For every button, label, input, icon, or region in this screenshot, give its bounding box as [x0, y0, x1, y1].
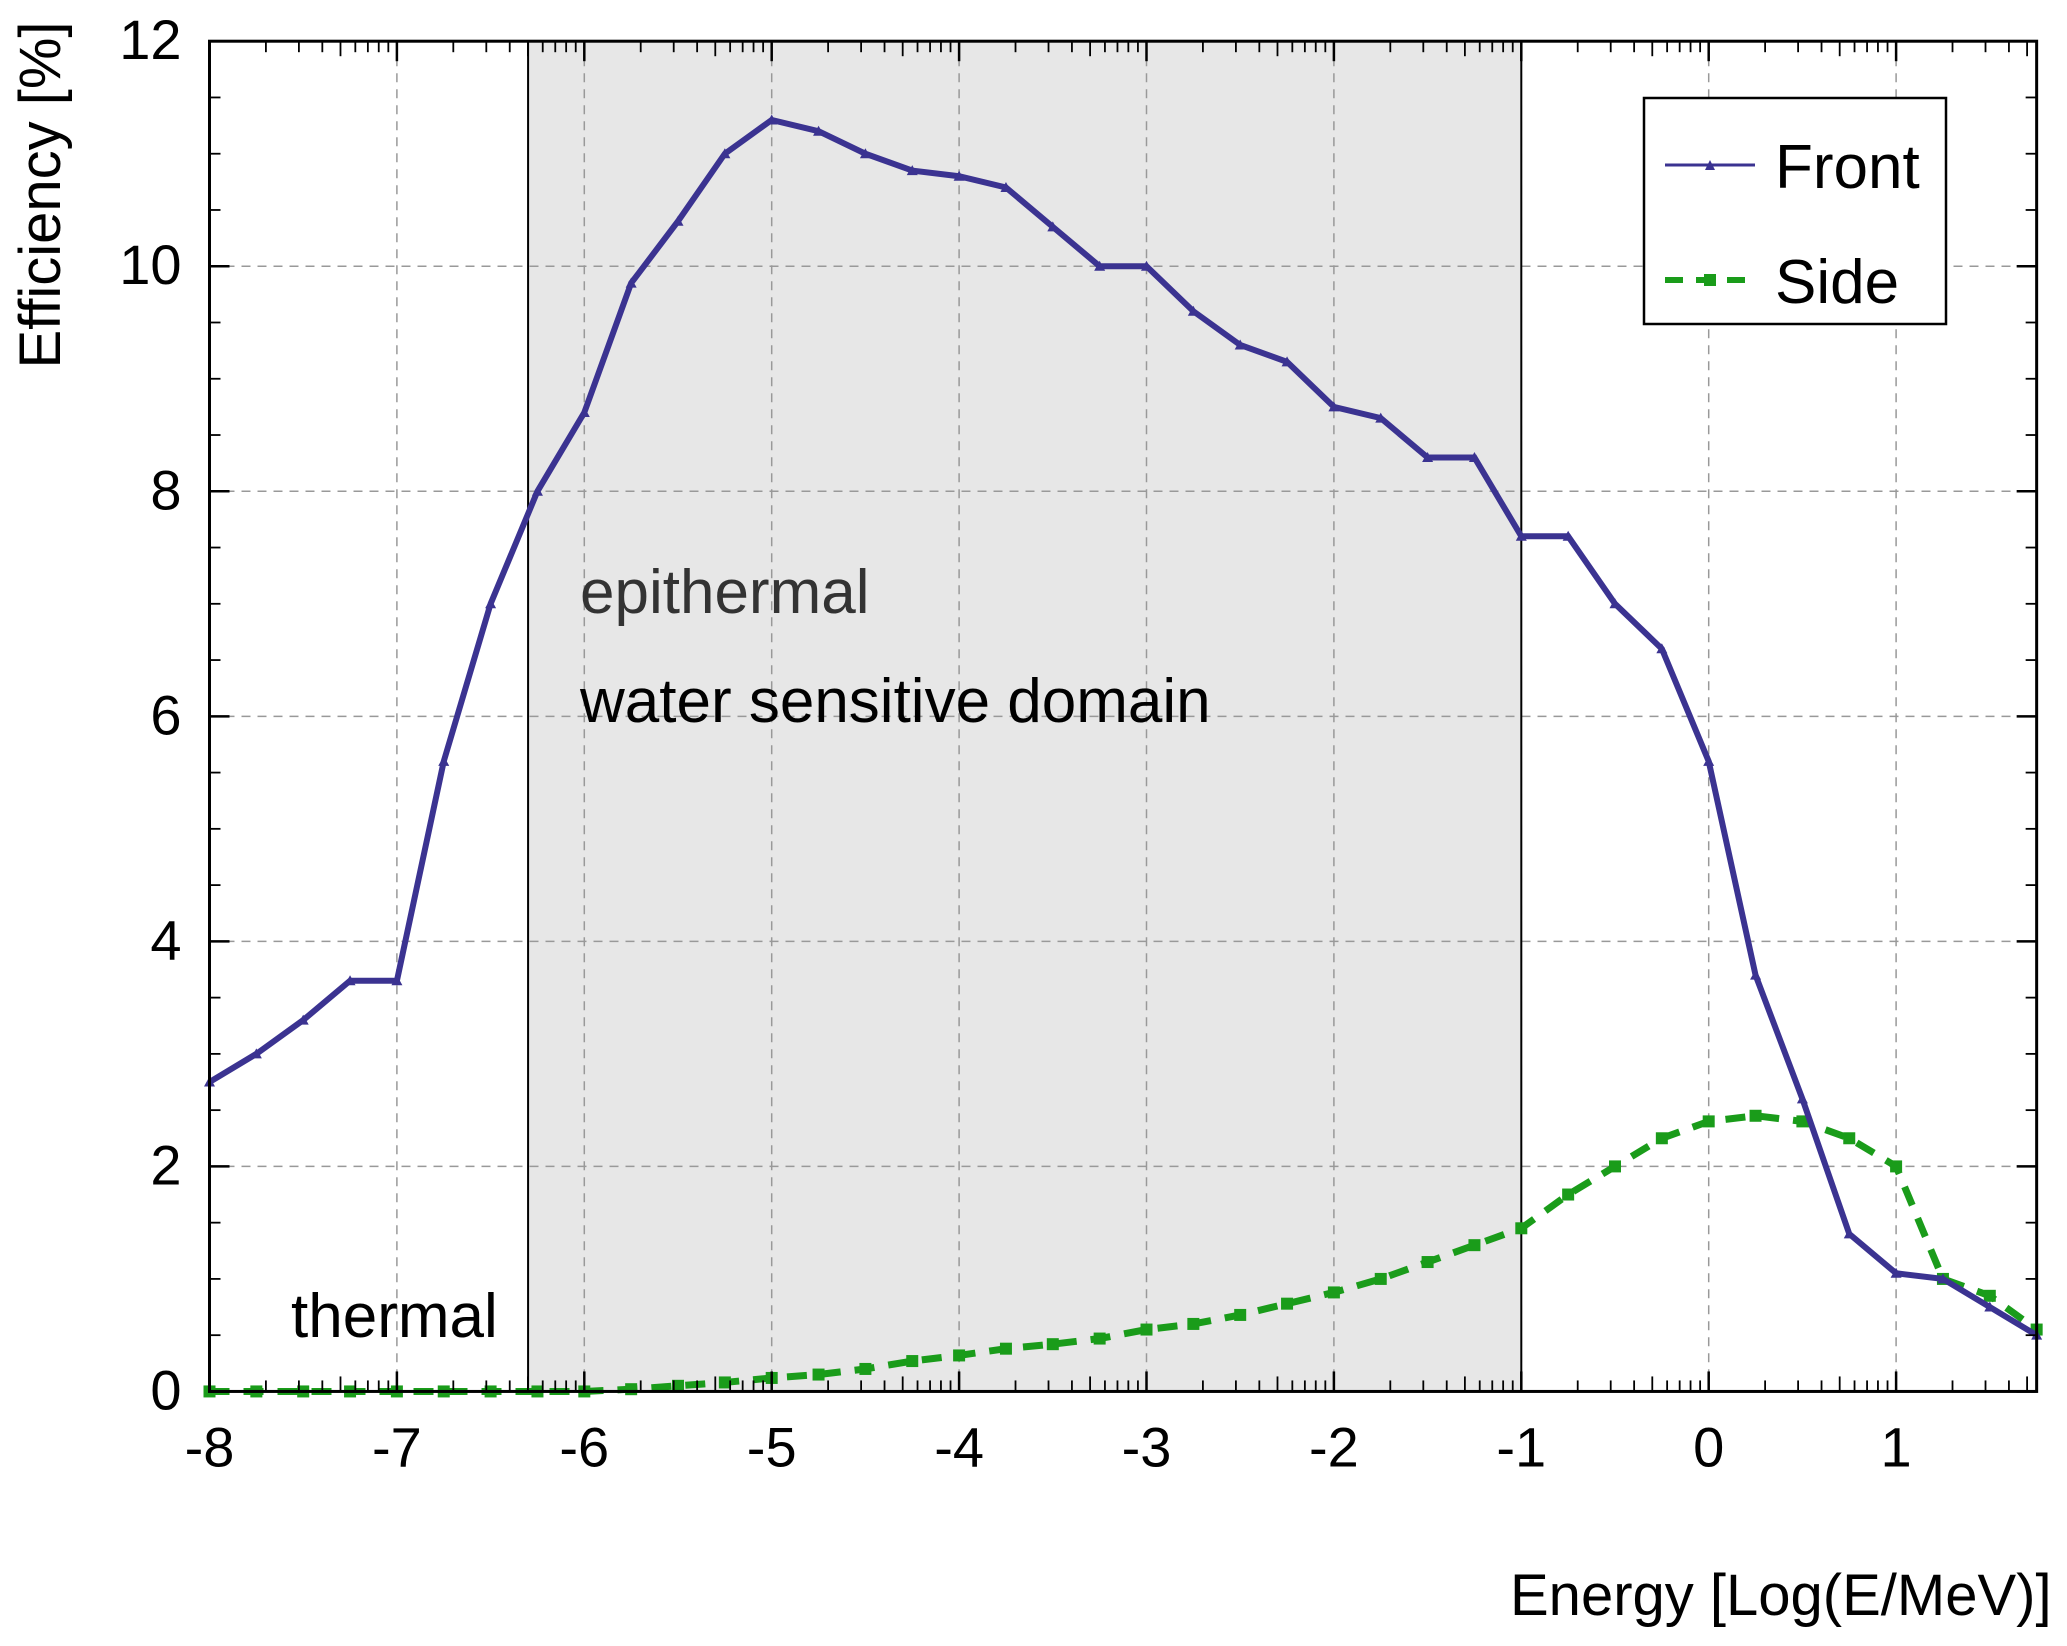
svg-text:12: 12 [119, 8, 181, 71]
svg-text:6: 6 [150, 683, 181, 746]
svg-text:2: 2 [150, 1133, 181, 1196]
svg-text:-6: -6 [559, 1415, 609, 1478]
svg-text:water sensitive domain: water sensitive domain [579, 667, 1211, 736]
svg-text:-1: -1 [1496, 1415, 1546, 1478]
svg-text:Efficiency [%]: Efficiency [%] [8, 21, 73, 368]
svg-text:-2: -2 [1309, 1415, 1359, 1478]
svg-text:0: 0 [1693, 1415, 1724, 1478]
svg-text:-4: -4 [934, 1415, 984, 1478]
svg-text:thermal: thermal [291, 1282, 498, 1351]
svg-text:Front: Front [1775, 133, 1920, 202]
svg-text:10: 10 [119, 233, 181, 296]
svg-text:0: 0 [150, 1358, 181, 1421]
svg-text:Energy [Log(E/MeV)]: Energy [Log(E/MeV)] [1510, 1563, 2052, 1628]
svg-text:1: 1 [1881, 1415, 1912, 1478]
svg-text:4: 4 [150, 908, 181, 971]
svg-text:Side: Side [1775, 248, 1899, 317]
svg-text:-5: -5 [747, 1415, 797, 1478]
svg-text:-3: -3 [1122, 1415, 1172, 1478]
svg-text:-7: -7 [372, 1415, 422, 1478]
svg-text:epithermal: epithermal [580, 558, 869, 627]
svg-text:8: 8 [150, 458, 181, 521]
svg-text:-8: -8 [185, 1415, 235, 1478]
